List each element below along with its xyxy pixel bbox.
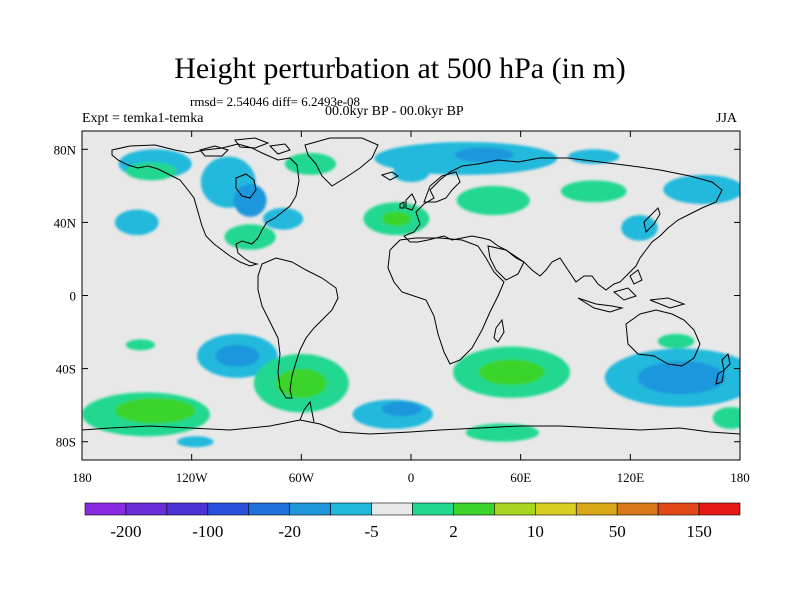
colorbar-swatch: [371, 502, 413, 516]
coast-australia: [625, 309, 701, 367]
colorbar-swatch: [330, 502, 372, 516]
x-tick-label: 60E: [510, 470, 531, 485]
colorbar-swatch: [616, 502, 659, 516]
colorbar-swatch: [207, 502, 250, 516]
coast-north-america: [111, 143, 300, 267]
x-tick-label: 0: [408, 470, 415, 485]
anomaly-region-green: [224, 224, 276, 250]
anomaly-region-green: [125, 339, 156, 351]
season-label: JJA: [716, 111, 738, 126]
colorbar-label: 10: [527, 522, 544, 541]
colorbar: -200 -100 -20 -5 2 10 50 150: [84, 502, 741, 541]
coast-antarctica: [82, 419, 740, 435]
colorbar-label: 50: [609, 522, 626, 541]
coast-madagascar: [493, 318, 505, 343]
coastlines: [82, 137, 740, 435]
coast-indonesia: [577, 269, 686, 313]
coast-antarctic-peninsula: [299, 400, 315, 423]
colorbar-label: -20: [278, 522, 301, 541]
colorbar-swatch: [412, 502, 454, 516]
y-tick-label: 80S: [56, 435, 76, 450]
coast-eurasia: [403, 157, 723, 291]
y-axis: 80N 40N 0 40S 80S: [54, 142, 740, 450]
colorbar-swatch: [453, 502, 495, 516]
rmsd-diff-stats: rmsd= 2.54046 diff= 6.2493e-08: [190, 94, 361, 109]
coast-arctic-islands: [199, 137, 291, 157]
anomaly-region-dark-green: [478, 359, 545, 386]
experiment-label: Expt = temka1-temka: [82, 111, 204, 126]
anomaly-contours: [82, 141, 740, 448]
colorbar-label: 2: [449, 522, 458, 541]
anomaly-region-blue: [637, 361, 726, 395]
anomaly-region-light-blue: [114, 209, 159, 236]
x-tick-label: 60W: [289, 470, 315, 485]
coast-arabia: [487, 245, 525, 281]
anomaly-region-green: [657, 333, 695, 349]
anomaly-region-blue: [454, 147, 514, 163]
anomaly-region-green: [456, 185, 530, 216]
anomaly-region-blue: [215, 344, 260, 367]
coast-iceland: [380, 171, 399, 181]
y-tick-label: 80N: [54, 142, 77, 157]
colorbar-swatch: [535, 502, 577, 516]
colorbar-label: 150: [686, 522, 712, 541]
colorbar-swatch: [657, 502, 700, 516]
coast-scandinavia: [423, 171, 461, 203]
colorbar-swatch: [698, 502, 741, 516]
x-tick-label: 180: [730, 470, 750, 485]
anomaly-region-green: [560, 180, 627, 203]
anomaly-region-dark-green: [275, 368, 327, 398]
period-label: 00.0kyr BP - 00.0kyr BP: [325, 104, 464, 119]
coast-new-zealand: [715, 352, 731, 385]
colorbar-swatch: [84, 502, 127, 516]
colorbar-swatch: [494, 502, 536, 516]
y-tick-label: 40N: [54, 215, 77, 230]
colorbar-swatch: [125, 502, 168, 516]
colorbar-swatch: [289, 502, 331, 516]
anomaly-region-light-blue: [663, 174, 740, 205]
anomaly-region-light-blue: [392, 163, 430, 183]
anomaly-region-light-blue: [568, 149, 620, 164]
x-tick-label: 120W: [176, 470, 209, 485]
anomaly-region-light-blue: [177, 436, 214, 448]
coast-south-america: [257, 257, 339, 399]
colorbar-swatch: [248, 502, 290, 516]
colorbar-label: -100: [192, 522, 223, 541]
colorbar-label: -5: [364, 522, 378, 541]
anomaly-region-green: [125, 162, 178, 181]
colorbar-swatch: [575, 502, 618, 516]
anomaly-region-green: [712, 406, 740, 429]
chart-title: Height perturbation at 500 hPa (in m): [174, 52, 626, 85]
coast-greenland: [304, 137, 379, 187]
anomaly-region-blue: [233, 184, 267, 217]
anomaly-region-blue: [381, 401, 422, 417]
anomaly-region-light-blue: [262, 207, 304, 230]
x-tick-label: 180: [72, 470, 92, 485]
coast-british-isles: [399, 193, 417, 211]
colorbar-swatch: [166, 502, 209, 516]
anomaly-region-green: [284, 152, 337, 175]
anomaly-region-light-blue: [621, 215, 658, 241]
colorbar-label: -200: [110, 522, 141, 541]
x-axis: 180 120W 60W 0 60E 120E 180: [72, 131, 750, 485]
coast-hudson-bay: [235, 173, 257, 199]
anomaly-region-dark-green: [381, 211, 411, 227]
coast-africa: [387, 237, 505, 365]
x-tick-label: 120E: [617, 470, 645, 485]
y-tick-label: 0: [70, 289, 77, 304]
anomaly-region-dark-green: [114, 397, 196, 424]
y-tick-label: 40S: [56, 362, 76, 377]
coast-japan: [643, 207, 661, 234]
